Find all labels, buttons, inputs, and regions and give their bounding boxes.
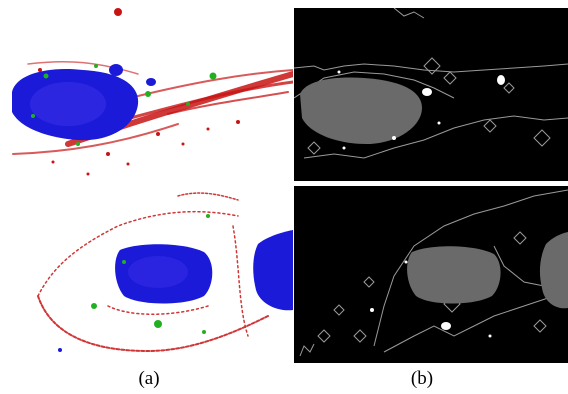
mask-panel-bottom [294,186,568,363]
fluorescence-image-bottom [37,192,293,353]
fluorescence-image-top [12,8,293,176]
fluorescence-panel-top [8,4,293,180]
mask-panel-top [294,8,568,181]
mask-image-top [294,8,568,159]
caption-a: (a) [138,368,160,389]
fluorescence-panel-bottom [8,186,293,363]
mask-image-bottom [299,189,568,357]
caption-b: (b) [410,368,434,389]
